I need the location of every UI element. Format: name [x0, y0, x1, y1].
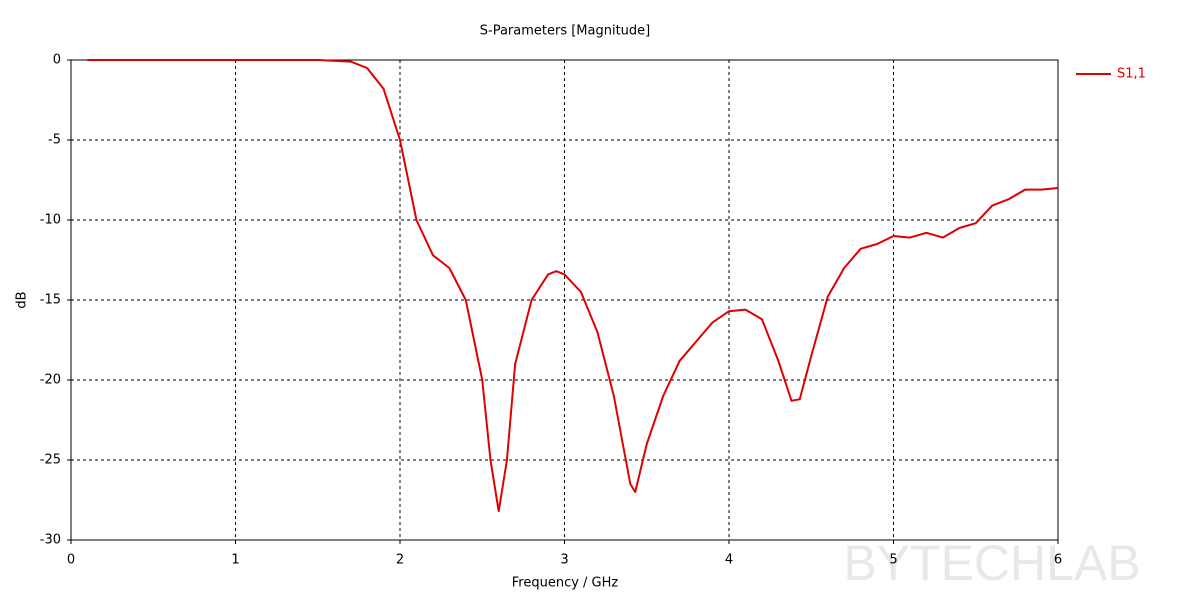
x-tick-label: 6 [1054, 553, 1062, 568]
x-tick-label: 0 [67, 553, 75, 568]
x-axis-label: Frequency / GHz [512, 576, 619, 591]
x-tick-label: 1 [231, 553, 239, 568]
x-tick-label: 3 [560, 553, 568, 568]
y-tick-label: -5 [48, 133, 61, 148]
y-axis-label: dB [15, 291, 30, 308]
y-tick-label: -30 [40, 533, 61, 548]
x-tick-label: 2 [396, 553, 404, 568]
y-tick-label: -20 [40, 373, 61, 388]
x-tick-label: 5 [889, 553, 897, 568]
legend-label: S1,1 [1117, 67, 1146, 82]
watermark: BYTECHLAB [843, 535, 1140, 591]
y-tick-label: -25 [40, 453, 61, 468]
plot-frame [70, 59, 1059, 541]
series-line [87, 59, 1059, 513]
y-tick-label: -10 [40, 213, 61, 228]
x-tick-label: 4 [725, 553, 733, 568]
y-tick-label: 0 [53, 53, 61, 68]
y-tick-label: -15 [40, 293, 61, 308]
chart-title: S-Parameters [Magnitude] [480, 24, 651, 39]
